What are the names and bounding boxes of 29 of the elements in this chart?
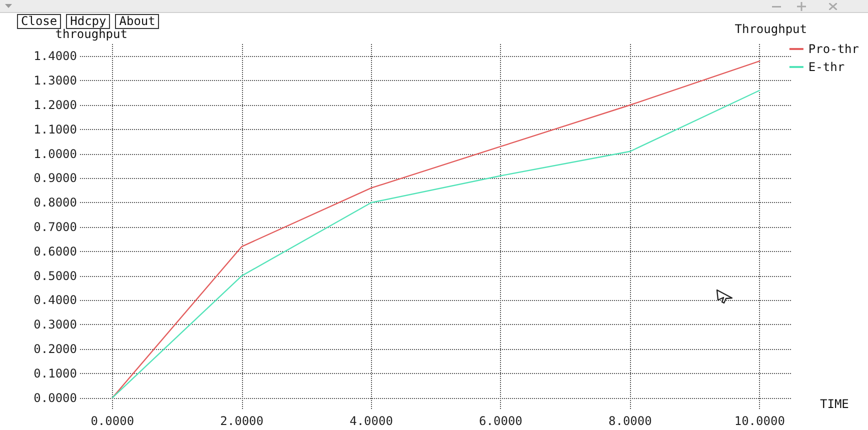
y-tick-label: 0.8000 — [34, 196, 77, 210]
x-tick-label: 6.0000 — [479, 414, 522, 428]
y-tick-label: 0.6000 — [34, 244, 77, 258]
legend-label: Pro-thr — [808, 42, 860, 56]
y-axis-title: throughput — [55, 27, 128, 41]
chart-title: Throughput — [734, 22, 808, 36]
x-tick-label: 4.0000 — [350, 414, 393, 428]
y-tick-label: 1.2000 — [34, 98, 77, 112]
y-tick-label: 0.2000 — [34, 342, 77, 356]
y-tick-label: 1.3000 — [34, 74, 77, 88]
y-tick-label: 0.7000 — [34, 220, 77, 234]
y-tick-label: 0.3000 — [34, 318, 77, 332]
x-tick-label: 10.0000 — [734, 414, 785, 428]
y-tick-label: 0.4000 — [34, 293, 77, 308]
button[interactable]: About — [115, 14, 160, 29]
y-tick-label: 1.0000 — [34, 146, 77, 161]
button[interactable]: Hdcpy — [66, 14, 110, 29]
x-tick-label: 8.0000 — [608, 414, 652, 428]
y-tick-label: 1.1000 — [34, 122, 77, 136]
y-tick-label: 0.0000 — [34, 390, 77, 405]
y-tick-label: 0.5000 — [34, 268, 77, 283]
y-tick-label: 0.1000 — [34, 366, 77, 380]
y-tick-label: 0.9000 — [34, 171, 77, 186]
button[interactable]: Close — [17, 14, 62, 29]
x-axis-title: TIME — [820, 396, 849, 411]
legend-label: E-thr — [808, 60, 845, 74]
x-tick-label: 0.0000 — [90, 414, 134, 428]
y-tick-label: 1.4000 — [34, 49, 77, 64]
x-tick-label: 2.0000 — [220, 414, 264, 428]
